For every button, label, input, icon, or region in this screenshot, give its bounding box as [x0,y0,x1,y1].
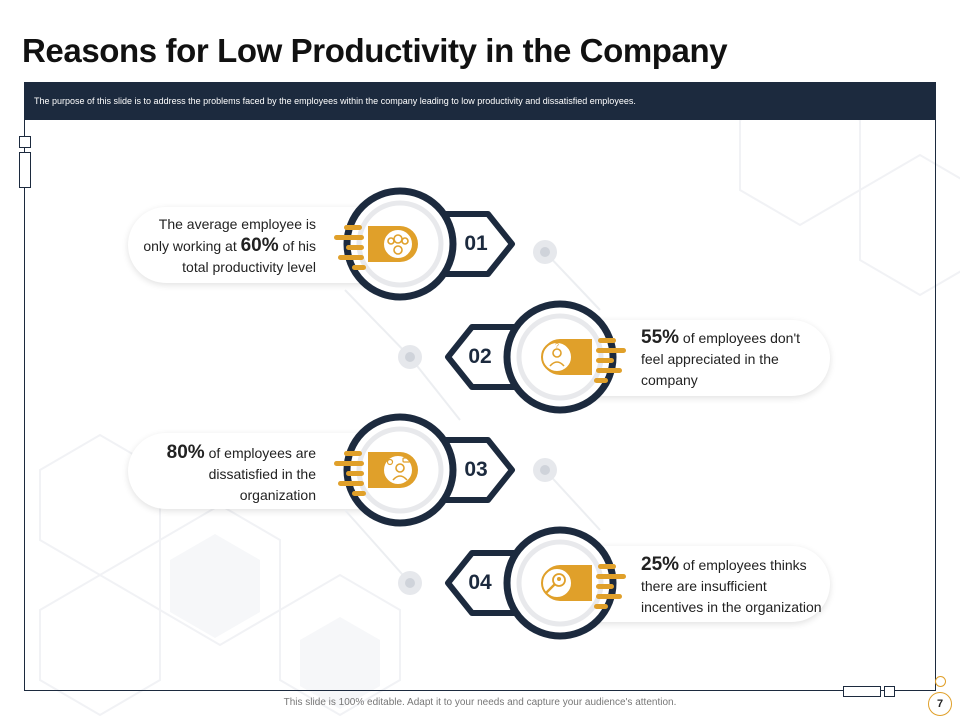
item-01-text-after: of his total productivity level [182,238,316,275]
item-03-percent: 80% [166,442,205,463]
item-02-text-after: of employees don't feel appreciated in t… [641,330,800,388]
frame-decoration-bottom-square [884,686,895,697]
item-04-text: 25% of employees thinks there are insuff… [641,554,831,618]
item-01-percent: 60% [240,235,279,256]
footer-note: This slide is 100% editable. Adapt it to… [283,697,677,708]
team-target-icon [382,228,414,260]
search-person-icon [541,567,573,599]
item-04-text-after: of employees thinks there are insufficie… [641,557,822,615]
svg-text:?: ? [555,343,559,350]
subtitle-banner: The purpose of this slide is to address … [24,82,936,120]
connector-line [344,509,411,584]
frame-decoration-top [19,136,31,148]
item-02-text: 55% of employees don't feel appreciated … [641,327,811,391]
item-03-text-after: of employees are dissatisfied in the org… [204,445,316,503]
connector-line [409,356,461,421]
connector-line [544,469,601,531]
confused-employee-icon: ? [541,341,573,373]
item-02-percent: 55% [641,327,680,348]
page-number: 7 [928,692,952,716]
slide-title: Reasons for Low Productivity in the Comp… [22,32,728,69]
item-01-text-before: The average employee is only working at [143,216,316,254]
item-04-number: 04 [468,571,492,594]
employee-chat-icon [382,454,414,486]
item-02-number: 02 [468,345,492,368]
connector-line [544,251,601,311]
item-01-text: The average employee is only working at … [140,214,316,278]
item-01-number: 01 [464,232,488,255]
item-04-percent: 25% [641,554,680,575]
item-03-text: 80% of employees are dissatisfied in the… [160,442,316,506]
connector-line [344,289,411,358]
item-03-number: 03 [464,458,488,481]
page-decoration-circle [935,676,946,687]
frame-decoration-bar [19,152,31,188]
frame-decoration-bottom-bar [843,686,881,697]
